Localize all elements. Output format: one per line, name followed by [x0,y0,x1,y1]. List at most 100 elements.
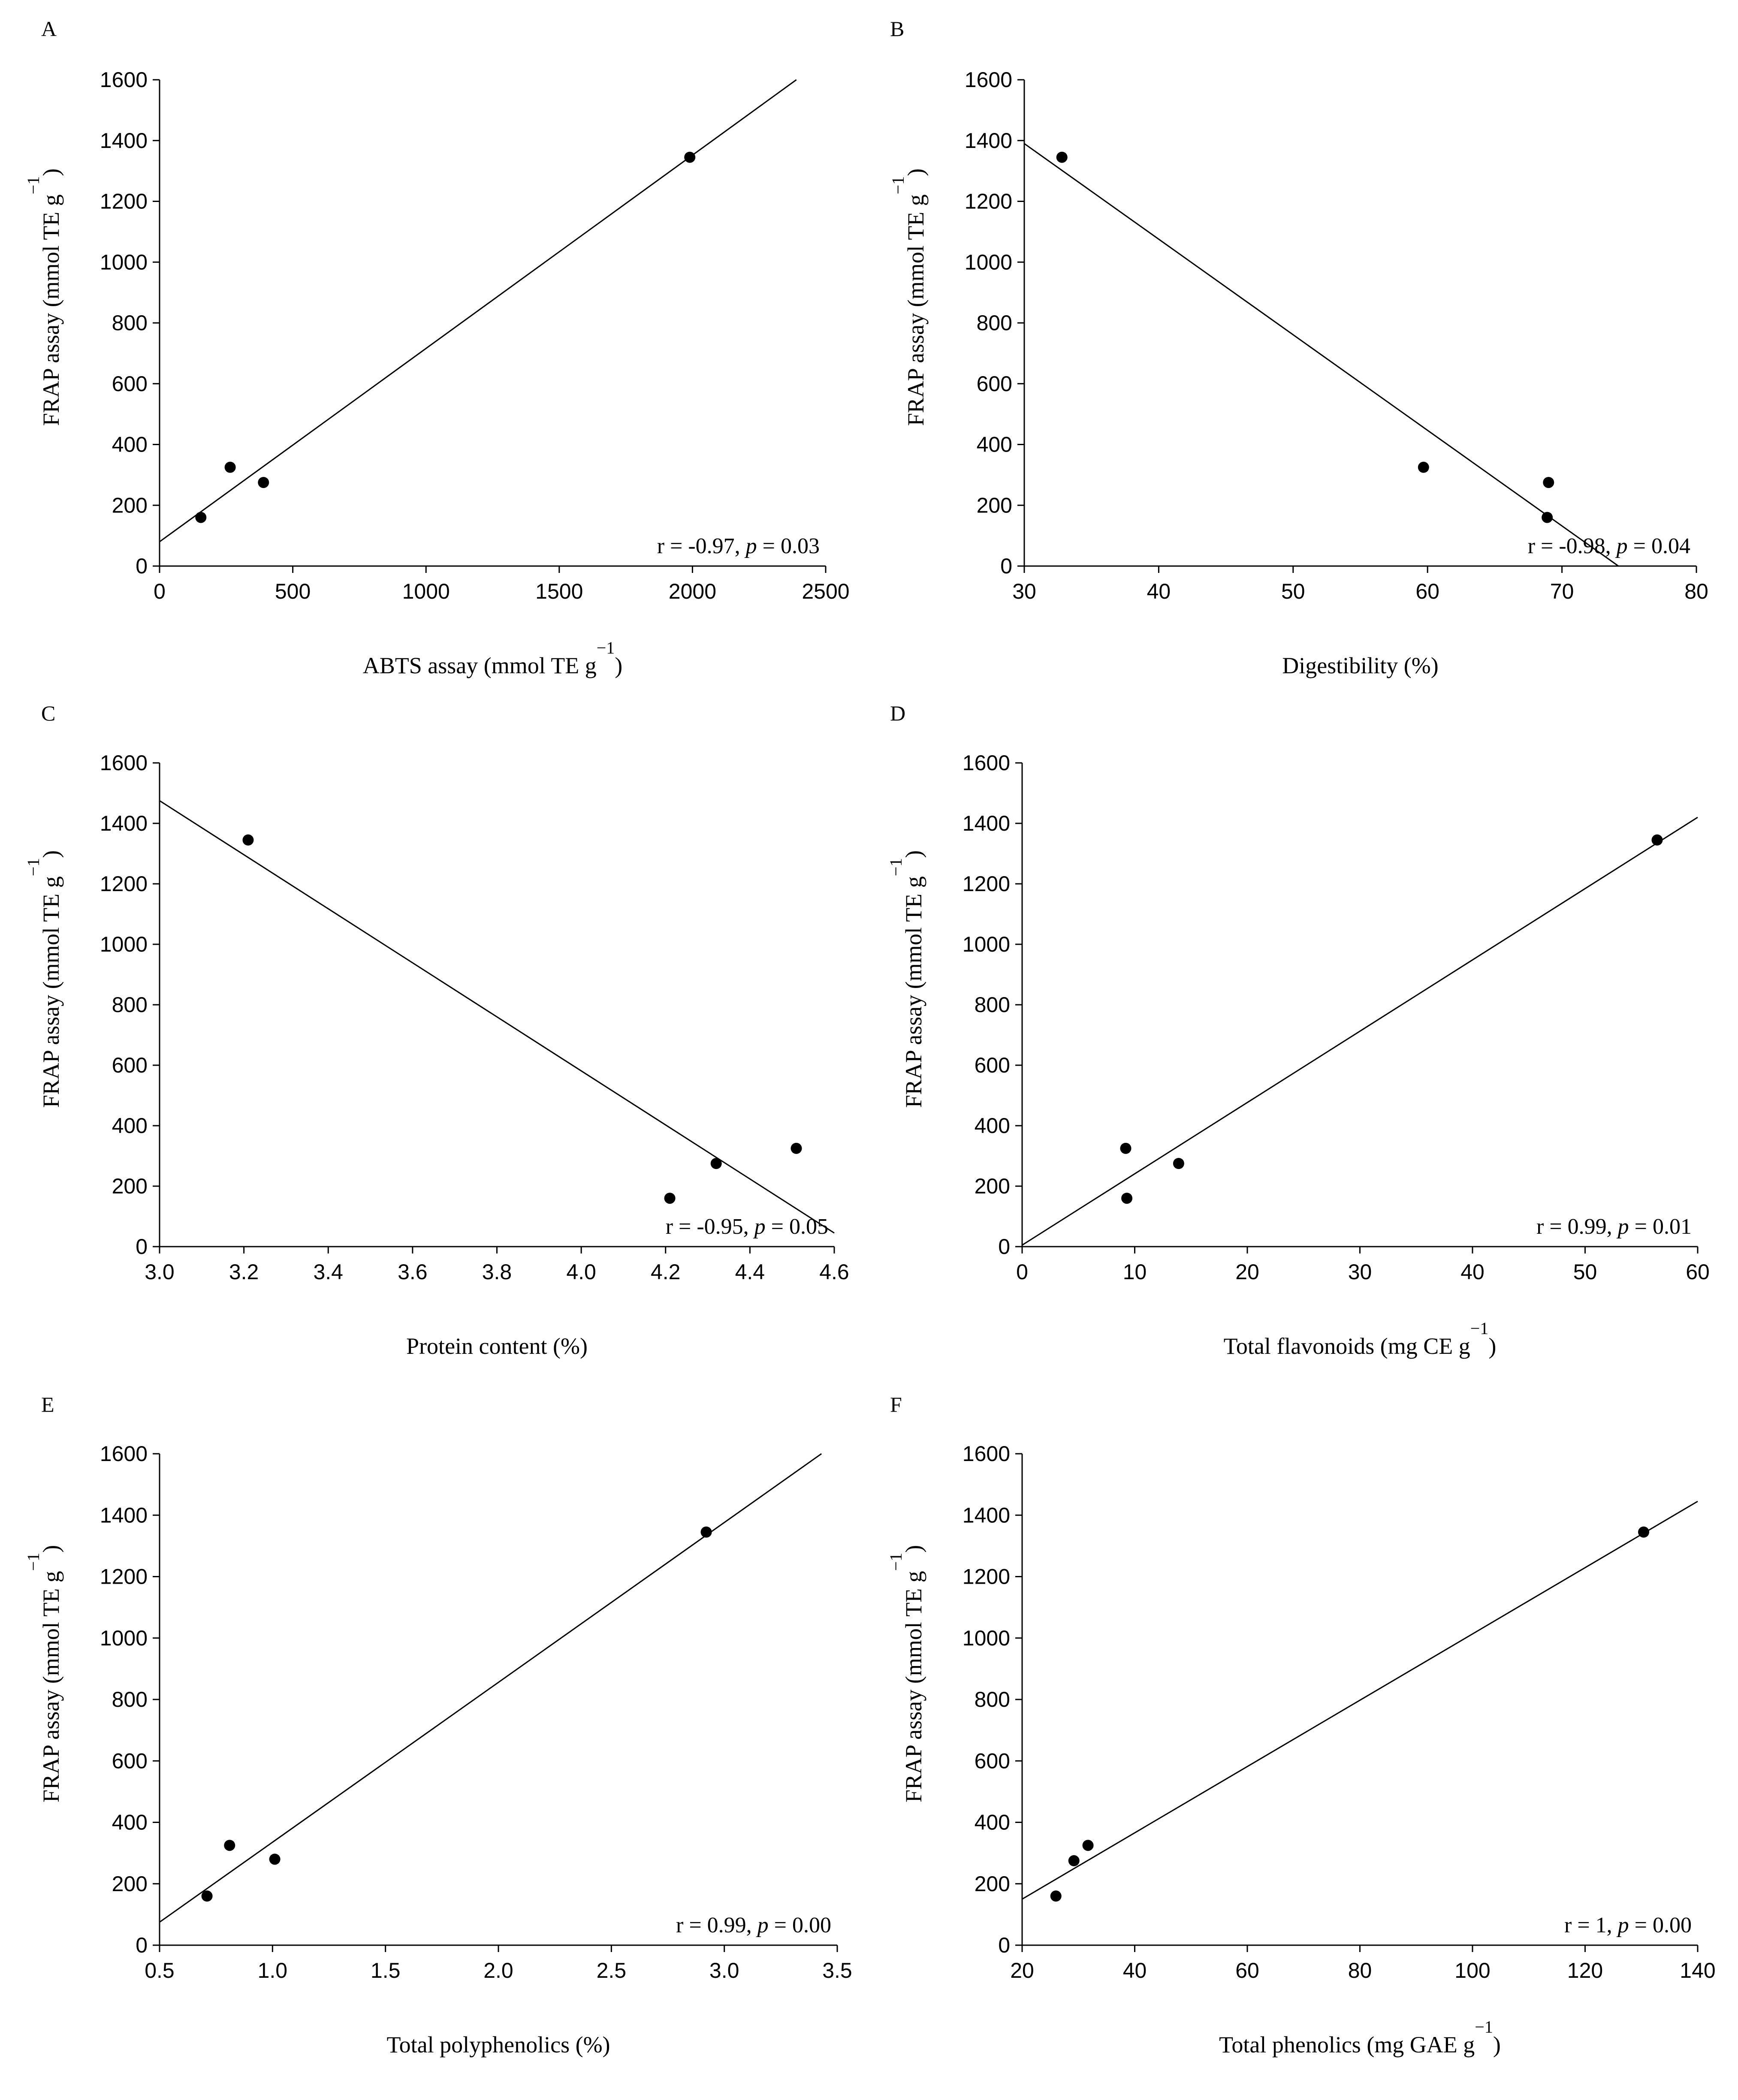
x-tick-label: 4.2 [651,1260,681,1284]
chart-panel-c: C 0 200 400 600 800 1000 1200 1400 1600 3.0 3.2 3.4 3… [24,701,849,1359]
x-tick-label: 3.0 [709,1958,739,1982]
panel-letter-e: E [41,1392,54,1416]
y-tick-label: 0 [998,1235,1010,1259]
y-tick-label: 0 [998,1933,1010,1957]
y-tick-label: 400 [112,433,148,457]
y-tick-label: 0 [136,1235,148,1259]
data-point [1120,1142,1132,1154]
regression-line [159,1453,822,1923]
x-tick-label: 3.2 [229,1260,259,1284]
y-tick-label: 400 [975,1114,1010,1138]
y-tick-label: 800 [112,311,148,335]
x-axis-title: Digestibility (%) [1282,653,1438,678]
x-tick-label: 60 [1235,1958,1259,1982]
y-tick-label: 600 [975,1749,1010,1773]
y-tick-label: 600 [977,372,1012,396]
y-axis-title: FRAP assay (mmol TE g−1) [24,1545,64,1803]
regression-line [1024,143,1619,567]
x-tick-label: 2500 [802,579,849,603]
correlation-stat: r = 0.99, p = 0.01 [1536,1214,1692,1239]
data-point [1418,461,1429,473]
data-point [1638,1526,1649,1538]
x-tick-label: 40 [1123,1958,1147,1982]
regression-line [159,79,797,542]
x-tick-label: 120 [1567,1958,1603,1982]
data-point [1056,151,1068,163]
y-tick-label: 1400 [963,811,1010,835]
y-tick-label: 600 [975,1053,1010,1077]
y-axis-title: FRAP assay (mmol TE g−1) [886,1545,926,1803]
regression-line [1022,1500,1698,1900]
x-tick-label: 0.5 [145,1958,175,1982]
y-tick-label: 200 [977,493,1012,517]
panel-letter-f: F [890,1392,902,1416]
panel-letter-b: B [890,17,904,41]
x-tick-label: 3.6 [398,1260,428,1284]
x-tick-label: 80 [1684,579,1708,603]
y-tick-label: 800 [112,993,148,1017]
x-tick-label: 4.4 [735,1260,765,1284]
data-point [791,1142,802,1154]
correlation-stat: r = -0.95, p = 0.05 [666,1214,828,1239]
y-tick-label: 400 [975,1811,1010,1835]
y-tick-label: 1200 [100,190,148,214]
x-tick-label: 1500 [535,579,583,603]
y-tick-label: 1600 [963,751,1010,775]
data-point [1542,512,1553,523]
x-tick-label: 40 [1460,1260,1485,1284]
data-point [195,512,207,523]
chart-panel-d: D 0 200 400 600 800 1000 1200 1400 1600 0 10 20 30 40 5… [886,701,1710,1359]
x-tick-label: 0 [1016,1260,1028,1284]
y-tick-label: 200 [975,1174,1010,1198]
x-tick-label: 40 [1147,579,1171,603]
x-tick-label: 4.6 [819,1260,849,1284]
y-tick-label: 400 [112,1811,148,1835]
x-tick-label: 30 [1348,1260,1372,1284]
data-point [1068,1855,1080,1867]
y-axis-title: FRAP assay (mmol TE g−1) [886,850,926,1108]
data-point [710,1158,722,1169]
x-tick-label: 0 [154,579,166,603]
y-tick-label: 1200 [100,1565,148,1589]
regression-line [159,800,835,1234]
y-axis-title: FRAP assay (mmol TE g−1) [24,850,64,1108]
panel-letter-a: A [41,17,57,41]
data-point [664,1193,676,1204]
y-tick-label: 1600 [100,68,148,92]
y-tick-label: 0 [136,554,148,578]
y-tick-label: 1000 [100,1626,148,1650]
data-point [258,477,269,488]
y-tick-label: 1200 [963,1565,1010,1589]
panel-letter-c: C [41,701,55,725]
x-tick-label: 2.5 [597,1958,627,1982]
y-tick-label: 1000 [965,250,1012,274]
data-point [201,1890,213,1902]
x-tick-label: 10 [1123,1260,1147,1284]
chart-panel-e: E 0 200 400 600 800 1000 1200 1400 1600 0.5 1.0 1.5 2… [24,1392,852,2058]
y-axis-title: FRAP assay (mmol TE g−1) [888,169,929,426]
data-point [1050,1890,1062,1902]
y-tick-label: 400 [112,1114,148,1138]
x-tick-label: 3.0 [145,1260,175,1284]
y-tick-label: 200 [975,1872,1010,1896]
data-point [700,1526,712,1538]
x-tick-label: 1.0 [258,1958,288,1982]
correlation-stat: r = 1, p = 0.00 [1564,1913,1692,1937]
correlation-stat: r = 0.99, p = 0.00 [676,1913,831,1937]
x-axis-title: ABTS assay (mmol TE g−1) [363,638,623,678]
x-axis-title: Total flavonoids (mg CE g−1) [1224,1319,1497,1359]
y-axis-title: FRAP assay (mmol TE g−1) [24,169,64,426]
x-tick-label: 3.5 [822,1958,852,1982]
x-tick-label: 60 [1686,1260,1710,1284]
y-tick-label: 1400 [100,129,148,153]
x-tick-label: 60 [1415,579,1439,603]
y-tick-label: 1000 [963,932,1010,956]
y-tick-label: 1400 [100,1503,148,1527]
x-tick-label: 1000 [402,579,450,603]
data-point [224,461,236,473]
data-point [1543,477,1554,488]
x-axis-title: Total polyphenolics (%) [386,2032,610,2058]
x-axis-title: Total phenolics (mg GAE g−1) [1219,2017,1501,2058]
